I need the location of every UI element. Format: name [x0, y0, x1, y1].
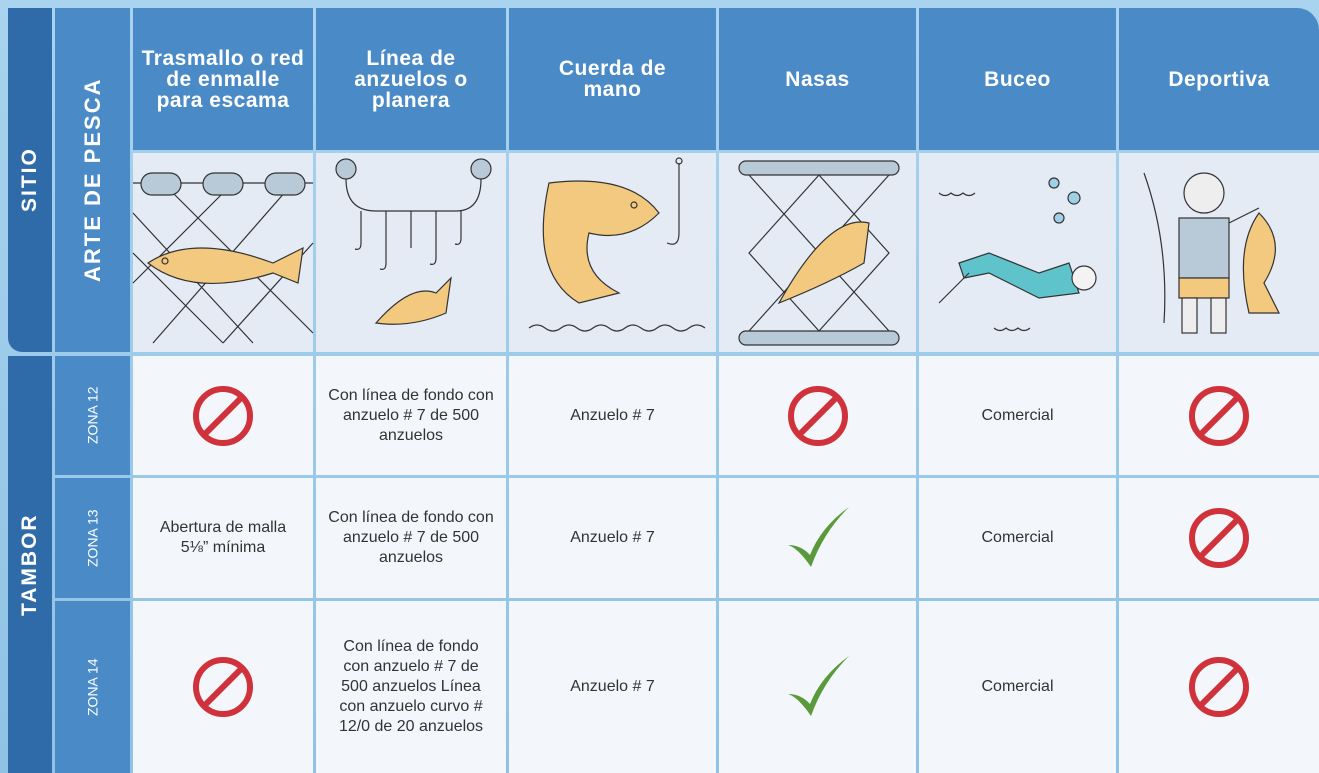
cell-text: Abertura de malla 5⅛” mínima [133, 478, 313, 598]
longline-illustration [316, 153, 506, 352]
gillnet-illustration [132, 153, 314, 352]
check-icon [719, 478, 916, 598]
check-icon [719, 601, 916, 773]
column-header: Cuerda de mano [509, 8, 716, 150]
column-header: Trasmallo o red de enmalle para escama [133, 8, 313, 150]
site-label: TAMBOR [8, 356, 52, 773]
zone-label: ZONA 13 [55, 478, 130, 598]
trap-illustration [719, 153, 916, 352]
diving-illustration [919, 153, 1116, 352]
cell-text: Con línea de fondo con anzuelo # 7 de 50… [316, 356, 506, 475]
column-header: Buceo [919, 8, 1116, 150]
cell-text: Con línea de fondo con anzuelo # 7 de 50… [316, 478, 506, 598]
prohibited-icon [719, 356, 916, 475]
cell-text: Comercial [919, 601, 1116, 773]
cell-text: Comercial [919, 356, 1116, 475]
site-header: SITIO [8, 8, 52, 352]
cell-text: Anzuelo # 7 [509, 478, 716, 598]
prohibited-icon [1119, 601, 1319, 773]
cell-text: Con línea de fondo con anzuelo # 7 de 50… [316, 601, 506, 773]
gear-header: ARTE DE PESCA [55, 8, 130, 352]
cell-text: Comercial [919, 478, 1116, 598]
column-header: Nasas [719, 8, 916, 150]
sport-illustration [1119, 153, 1319, 352]
column-header: Deportiva [1119, 8, 1319, 150]
prohibited-icon [133, 356, 313, 475]
zone-label: ZONA 14 [55, 601, 130, 773]
prohibited-icon [133, 601, 313, 773]
cell-text: Anzuelo # 7 [509, 356, 716, 475]
column-header: Línea de anzuelos o planera [316, 8, 506, 150]
handline-illustration [509, 153, 716, 352]
cell-text: Anzuelo # 7 [509, 601, 716, 773]
prohibited-icon [1119, 478, 1319, 598]
prohibited-icon [1119, 356, 1319, 475]
zone-label: ZONA 12 [55, 356, 130, 475]
